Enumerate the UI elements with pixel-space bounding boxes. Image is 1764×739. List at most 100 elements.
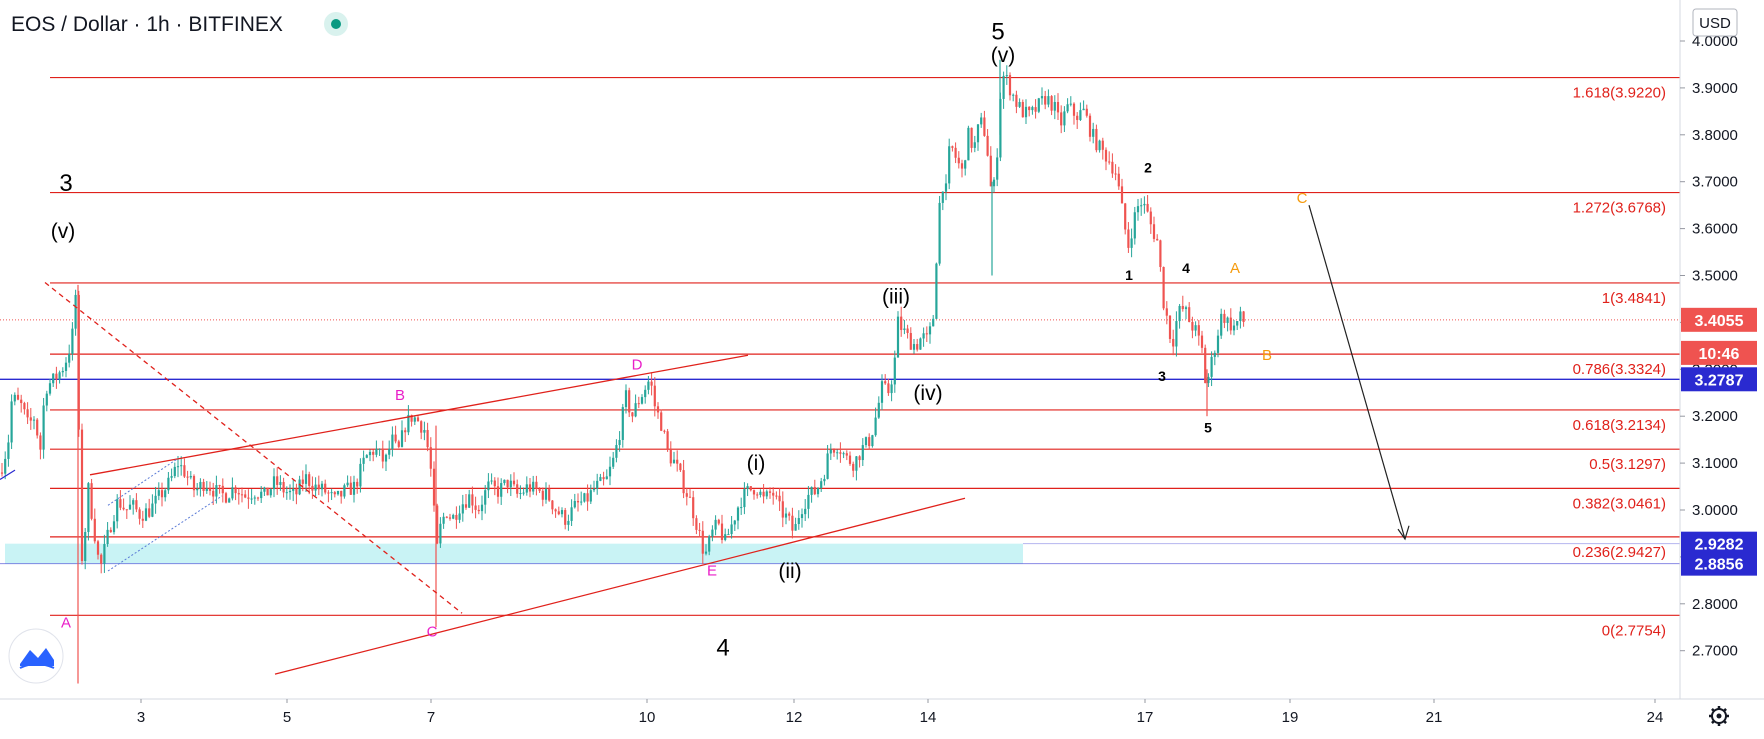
wave-label[interactable]: (v) (51, 220, 76, 243)
candle-body (237, 493, 240, 495)
candle-body (512, 480, 516, 485)
candle-body (1002, 75, 1005, 99)
candle-body (1207, 376, 1210, 384)
candle-body (263, 487, 266, 492)
candle-body (157, 490, 160, 496)
candle-body (1127, 229, 1130, 248)
candle-body (743, 489, 746, 508)
candle-body (676, 459, 679, 464)
wave-label[interactable]: (iv) (913, 382, 942, 405)
tradingview-logo-icon[interactable] (8, 628, 64, 684)
price-tick-label: 3.2000 (1692, 408, 1738, 425)
candle-body (122, 507, 125, 510)
candle-body (128, 504, 132, 510)
candle-body (452, 514, 455, 519)
candle-body (519, 493, 522, 495)
candle-body (490, 480, 493, 482)
wave-label[interactable]: B (395, 387, 405, 404)
candle-body (138, 509, 141, 519)
candle-body (93, 518, 96, 542)
triangle-upper-trendline[interactable] (89, 354, 749, 476)
wave-label[interactable]: C (427, 624, 438, 641)
price-tick-label: 3.7000 (1692, 174, 1738, 191)
candle-body (256, 497, 260, 499)
market-status-icon[interactable] (331, 19, 341, 29)
wave-label[interactable]: 2 (1144, 159, 1152, 175)
candle-body (653, 385, 656, 407)
candle-body (724, 534, 727, 540)
wave-label[interactable]: 3 (59, 170, 72, 197)
gear-icon[interactable] (1709, 706, 1729, 726)
candle-body (144, 508, 148, 521)
candle-body (167, 477, 170, 491)
candle-body (634, 403, 637, 417)
edge-trendline (0, 469, 16, 481)
candle-body (1120, 186, 1124, 204)
candle-body (410, 414, 413, 422)
candle-body (1056, 101, 1060, 113)
currency-button[interactable] (1692, 8, 1738, 37)
candle-body (967, 127, 970, 161)
candle-body (1133, 212, 1136, 239)
candle-body (1236, 321, 1239, 326)
time-tick-label: 7 (427, 709, 435, 726)
candle-body (1232, 325, 1236, 331)
candle-body (119, 499, 122, 508)
candle-body (199, 481, 202, 489)
candle-body (493, 480, 496, 487)
candle-body (836, 452, 839, 454)
candle-body (48, 383, 52, 394)
time-tick-label: 17 (1137, 709, 1154, 726)
wave-label[interactable]: (i) (747, 452, 766, 475)
candle-body (487, 481, 490, 491)
candle-body (964, 160, 967, 169)
time-axis[interactable] (0, 699, 1764, 734)
candle-body (381, 448, 384, 462)
wave-label[interactable]: 5 (991, 19, 1004, 46)
price-axis[interactable] (1680, 0, 1764, 734)
candle-body (212, 490, 215, 497)
wave-label[interactable]: (v) (991, 44, 1016, 67)
candle-body (292, 488, 295, 491)
symbol-title[interactable]: EOS / Dollar · 1h · BITFINEX (11, 13, 283, 36)
wave-label[interactable]: A (61, 614, 71, 631)
candle-body (10, 401, 13, 443)
candle-body (922, 333, 925, 339)
wave-label[interactable]: (iii) (882, 286, 910, 309)
candle-body (666, 431, 669, 450)
candle-body (954, 147, 957, 158)
projection-arrow[interactable] (1308, 204, 1406, 540)
candle-body (253, 497, 256, 499)
wave-label[interactable]: 5 (1204, 420, 1212, 436)
wave-label[interactable]: C (1297, 190, 1308, 207)
wave-label[interactable]: B (1262, 347, 1272, 364)
candle-body (903, 328, 906, 330)
wave-label[interactable]: 1 (1125, 267, 1133, 283)
dashed-downtrend-line[interactable] (44, 282, 463, 614)
candle-body (276, 476, 279, 485)
wave-label[interactable]: 3 (1158, 368, 1166, 384)
candle-body (1200, 335, 1204, 348)
candle-body (912, 344, 916, 350)
price-badge (1681, 340, 1757, 365)
support-zone[interactable] (5, 543, 1023, 564)
candle-body (45, 393, 48, 406)
wave-label[interactable]: D (632, 356, 643, 373)
wave-label[interactable]: 4 (1182, 260, 1190, 276)
candle-body (1146, 203, 1149, 212)
candle-body (1018, 102, 1021, 107)
candle-body (692, 497, 695, 519)
wave-label[interactable]: A (1230, 260, 1240, 277)
wave-label[interactable]: (ii) (778, 560, 801, 583)
candle-body (1242, 311, 1245, 322)
candle-body (384, 454, 388, 462)
wave-label[interactable]: E (707, 563, 717, 580)
candle-body (346, 482, 349, 486)
candle-body (605, 476, 608, 480)
candle-body (679, 463, 682, 471)
triangle-lower-trendline[interactable] (274, 497, 966, 675)
candle-body (1181, 305, 1184, 310)
wave-label[interactable]: 4 (716, 634, 729, 661)
price-badge-label: 2.9282 (1695, 537, 1744, 554)
